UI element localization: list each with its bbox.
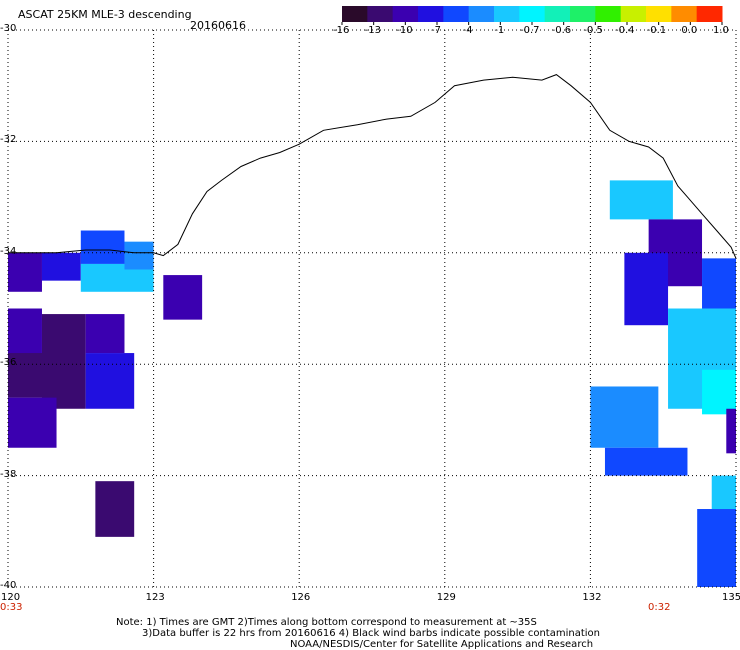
colorbar-segment-6 (494, 6, 520, 22)
colorbar-segment-13 (671, 6, 698, 22)
chart-title: ASCAT 25KM MLE-3 descending (18, 8, 192, 21)
colorbar-label-5: -1 (494, 25, 505, 36)
data-cell-18 (702, 369, 736, 415)
colorbar-label-7: -0.6 (551, 25, 572, 36)
colorbar-segment-7 (519, 6, 546, 22)
colorbar-segment-0 (342, 6, 368, 22)
data-cell-15 (624, 252, 669, 326)
y-tick-label-4: -38 (0, 468, 17, 480)
data-cell-0 (8, 252, 42, 292)
colorbar-segment-12 (646, 6, 672, 22)
colorbar-segment-10 (595, 6, 622, 22)
x-tick-label-3: 129 (436, 592, 456, 603)
colorbar-label-1: -13 (364, 25, 381, 36)
time-label-right: 0:32 (648, 602, 671, 613)
data-cell-2 (80, 230, 125, 264)
colorbar-label-12: 1.0 (713, 25, 729, 36)
colorbar-label-11: 0.0 (681, 25, 698, 36)
colorbar-segment-8 (544, 6, 571, 22)
colorbar-segment-11 (620, 6, 647, 22)
colorbar-segment-2 (392, 6, 419, 22)
y-tick-label-1: -32 (0, 134, 17, 146)
x-tick-label-0: 120 (1, 592, 21, 603)
colorbar-label-3: -7 (431, 25, 441, 36)
colorbar (341, 6, 723, 25)
y-tick-label-3: -36 (0, 357, 17, 369)
colorbar-label-10: -0.1 (646, 25, 667, 36)
y-tick-label-2: -34 (0, 245, 17, 257)
footer-credit: NOAA/NESDIS/Center for Satellite Applica… (290, 639, 594, 650)
x-tick-label-2: 126 (291, 592, 311, 603)
chart-date: 20160616 (190, 19, 246, 32)
colorbar-label-0: -16 (333, 25, 350, 36)
data-cell-11 (8, 397, 57, 448)
y-tick-label-5: -40 (0, 580, 17, 591)
x-tick-label-1: 123 (145, 592, 165, 603)
footer-note-1: Note: 1) Times are GMT 2)Times along bot… (116, 617, 537, 628)
data-cell-13 (609, 180, 673, 220)
coastline (8, 74, 737, 259)
data-cell-21 (726, 408, 736, 454)
y-tick-label-0: -30 (0, 23, 17, 34)
x-tick-label-5: 135 (722, 592, 740, 603)
data-cell-19 (590, 386, 659, 448)
coastline-path (8, 74, 737, 259)
data-cell-5 (163, 275, 203, 320)
colorbar-segment-14 (696, 6, 723, 22)
data-cell-20 (604, 447, 688, 476)
data-cell-9 (85, 314, 125, 354)
time-label-left: 0:33 (0, 602, 23, 613)
colorbar-segment-3 (418, 6, 444, 22)
colorbar-label-4: -4 (462, 25, 473, 36)
data-cell-12 (95, 481, 135, 537)
data-cell-10 (85, 353, 135, 409)
data-cell-22 (711, 475, 736, 510)
x-tick-label-4: 132 (582, 592, 602, 603)
colorbar-segment-5 (468, 6, 495, 22)
colorbar-segment-1 (367, 6, 394, 22)
data-cell-4 (124, 241, 154, 270)
data-cells (8, 180, 736, 587)
colorbar-label-8: -0.5 (583, 25, 603, 36)
colorbar-segment-9 (570, 6, 596, 22)
colorbar-label-6: -0.7 (520, 25, 540, 36)
colorbar-label-9: -0.4 (615, 25, 635, 36)
data-cell-16 (702, 258, 736, 309)
colorbar-segment-4 (443, 6, 470, 22)
data-cell-1 (41, 252, 81, 281)
colorbar-label-2: -10 (396, 25, 413, 36)
data-cell-23 (697, 509, 736, 587)
data-cell-8 (41, 314, 86, 409)
gridlines (7, 29, 737, 588)
footer-note-2: 3)Data buffer is 22 hrs from 20160616 4)… (142, 628, 600, 639)
